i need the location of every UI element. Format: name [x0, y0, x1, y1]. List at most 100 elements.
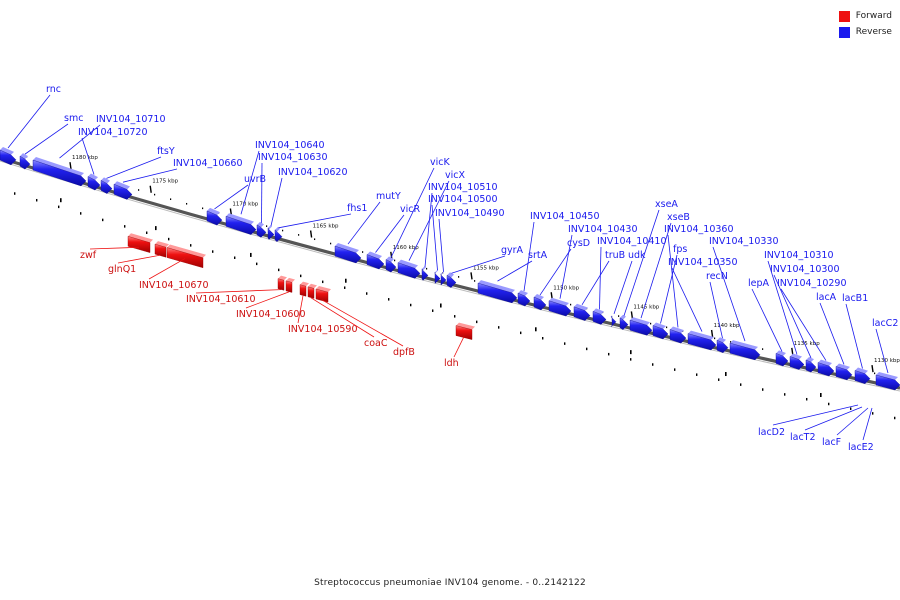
- gene-feature-top: [422, 265, 426, 271]
- tick-minor: [535, 327, 537, 332]
- gene-feature-top: [534, 294, 544, 300]
- gene-feature-vicR[interactable]: [366, 254, 385, 270]
- gene-feature-vicX[interactable]: [397, 262, 421, 279]
- gene-label: INV104_10350: [668, 257, 738, 268]
- tick-minor: [666, 326, 668, 329]
- gene-feature-top: [717, 337, 726, 343]
- gene-feature-INV104_10490[interactable]: [440, 273, 447, 286]
- tick-minor: [202, 207, 204, 210]
- gene-leader-line: [773, 274, 812, 359]
- gene-feature-xseB[interactable]: [629, 319, 653, 336]
- gene-feature-top: [335, 243, 359, 253]
- gene-feature-zwf[interactable]: [127, 236, 151, 253]
- gene-feature-INV104_10610[interactable]: [277, 278, 285, 291]
- gene-feature-INV104_10660[interactable]: [113, 183, 133, 200]
- gene-feature-INV104_10360[interactable]: [669, 329, 687, 344]
- gene-feature-INV104_10300[interactable]: [805, 359, 817, 373]
- gene-feature-fhs1[interactable]: [274, 229, 283, 243]
- gene-feature-lepA[interactable]: [775, 353, 789, 367]
- gene-feature-top: [776, 350, 786, 357]
- gene-feature-mutY[interactable]: [334, 245, 362, 264]
- gene-feature-top: [478, 280, 515, 293]
- gene-feature-lacC2[interactable]: [875, 374, 900, 391]
- tick-minor: [608, 352, 610, 356]
- gene-feature-dpfB[interactable]: [315, 288, 329, 303]
- tick-label: 1160 kbp: [393, 245, 419, 251]
- gene-feature-top: [876, 371, 898, 380]
- gene-feature-rnc[interactable]: [0, 149, 17, 166]
- gene-leader-line: [767, 260, 798, 355]
- gene-feature-top: [398, 259, 418, 269]
- gene-feature-INV104_10640[interactable]: [225, 215, 257, 235]
- gene-leader-line: [709, 281, 723, 339]
- tick-minor: [266, 225, 268, 227]
- gene-feature-truB[interactable]: [573, 306, 591, 321]
- gene-feature-INV104_10620[interactable]: [267, 227, 275, 240]
- gene-leader-line: [347, 201, 381, 245]
- gene-feature-top: [155, 241, 169, 248]
- gene-feature-lacB1[interactable]: [854, 370, 871, 384]
- gene-leader-line: [845, 303, 863, 369]
- forward-swatch: [838, 10, 850, 22]
- gene-feature-recN[interactable]: [716, 339, 729, 353]
- gene-feature-top: [670, 326, 684, 334]
- gene-feature-lacA[interactable]: [835, 366, 853, 381]
- gene-feature-srtA[interactable]: [477, 282, 518, 304]
- gene-feature-INV104_10600[interactable]: [285, 280, 293, 293]
- gene-feature-top: [257, 221, 264, 228]
- tick-minor: [278, 268, 280, 272]
- gene-label: gyrA: [501, 245, 524, 256]
- gene-feature-glnQ1[interactable]: [154, 243, 167, 258]
- gene-feature-INV104_10430[interactable]: [548, 300, 572, 317]
- gene-feature-xseA[interactable]: [619, 317, 629, 330]
- gene-label: INV104_10670: [139, 280, 209, 291]
- gene-feature-INV104_10670[interactable]: [166, 247, 204, 269]
- gene-feature-INV104_10450[interactable]: [517, 292, 531, 307]
- gene-feature-INV104_10310[interactable]: [789, 356, 805, 370]
- gene-leader-line: [431, 204, 438, 271]
- gene-feature-INV104_10710[interactable]: [32, 159, 87, 187]
- gene-feature-cysD[interactable]: [533, 296, 547, 311]
- gene-leader-line: [240, 150, 260, 215]
- gene-feature-ftsY[interactable]: [100, 180, 113, 194]
- gene-label: INV104_10290: [777, 278, 847, 289]
- gene-feature-ldh[interactable]: [455, 325, 473, 340]
- gene-feature-INV104_10350[interactable]: [687, 333, 717, 351]
- gene-feature-top: [730, 340, 758, 350]
- gene-feature-INV104_10630[interactable]: [256, 224, 267, 238]
- gene-label: INV104_10310: [764, 250, 834, 261]
- tick-minor: [650, 322, 652, 325]
- gene-label: smc: [64, 113, 83, 124]
- tick-minor: [894, 416, 896, 420]
- gene-leader-line: [424, 192, 433, 267]
- tick-major: [791, 347, 794, 355]
- gene-feature-udk[interactable]: [610, 315, 617, 327]
- gene-leader-line: [539, 248, 572, 296]
- tick-minor: [58, 205, 60, 209]
- gene-feature-vicK[interactable]: [385, 259, 397, 273]
- gene-feature-INV104_10500[interactable]: [434, 272, 441, 284]
- gene-feature-INV104_10410[interactable]: [592, 311, 607, 325]
- gene-leader-line: [117, 254, 161, 264]
- gene-feature-fps[interactable]: [652, 325, 669, 340]
- tick-minor: [362, 251, 364, 253]
- tick-minor: [784, 393, 786, 396]
- tick-major: [470, 272, 473, 280]
- gene-feature-INV104_10590[interactable]: [299, 284, 307, 297]
- legend-forward-label: Forward: [855, 11, 892, 21]
- tick-minor: [410, 303, 412, 307]
- gene-feature-INV104_10720[interactable]: [87, 176, 101, 191]
- gene-feature-gyrA[interactable]: [446, 274, 457, 288]
- gene-leader-line: [81, 137, 95, 175]
- gene-feature-INV104_10510[interactable]: [421, 268, 429, 281]
- gene-leader-line: [122, 168, 178, 183]
- gene-feature-uvrB[interactable]: [206, 210, 223, 226]
- gene-label: INV104_10300: [770, 264, 840, 275]
- gene-label: xseA: [655, 199, 678, 210]
- gene-feature-INV104_10330[interactable]: [729, 342, 761, 361]
- gene-feature-coaC[interactable]: [307, 286, 315, 299]
- gene-feature-INV104_10290[interactable]: [817, 362, 835, 377]
- gene-feature-smc[interactable]: [19, 155, 31, 170]
- gene-label: recN: [706, 271, 728, 282]
